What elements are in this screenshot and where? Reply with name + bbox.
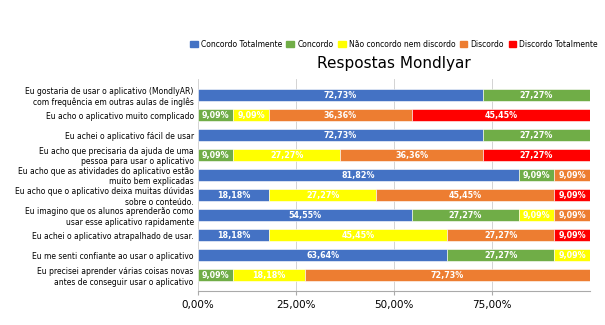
Bar (447, 249, 554, 261)
Text: 9,09%: 9,09% (523, 211, 551, 220)
Text: 27,27%: 27,27% (484, 251, 517, 260)
Bar (269, 189, 376, 201)
Text: 27,27%: 27,27% (306, 190, 339, 200)
Text: 36,36%: 36,36% (395, 150, 428, 160)
Text: 9,09%: 9,09% (237, 111, 265, 120)
Bar (483, 89, 590, 101)
Bar (341, 149, 483, 161)
Text: 72,73%: 72,73% (431, 271, 464, 280)
Bar (518, 209, 554, 221)
Text: 9,09%: 9,09% (558, 251, 586, 260)
Text: 45,45%: 45,45% (449, 190, 482, 200)
Text: 9,09%: 9,09% (202, 111, 229, 120)
Text: 27,27%: 27,27% (448, 211, 482, 220)
Text: 45,45%: 45,45% (484, 111, 517, 120)
Text: 81,82%: 81,82% (341, 171, 375, 180)
Text: 9,09%: 9,09% (202, 150, 229, 160)
Bar (198, 109, 234, 121)
Bar (483, 149, 590, 161)
Bar (198, 89, 483, 101)
Bar (376, 189, 554, 201)
Bar (305, 269, 590, 281)
Bar (554, 249, 590, 261)
Text: 72,73%: 72,73% (324, 131, 357, 139)
Bar (554, 229, 590, 241)
Bar (412, 209, 518, 221)
Text: 36,36%: 36,36% (324, 111, 357, 120)
Text: 27,27%: 27,27% (484, 231, 517, 240)
Text: 9,09%: 9,09% (523, 171, 551, 180)
Legend: Concordo Totalmente, Concordo, Não concordo nem discordo, Discordo, Discordo Tot: Concordo Totalmente, Concordo, Não conco… (187, 36, 601, 52)
Bar (269, 229, 447, 241)
Bar (198, 249, 447, 261)
Text: 72,73%: 72,73% (324, 91, 357, 99)
Bar (554, 209, 590, 221)
Bar (198, 169, 518, 181)
Bar (447, 229, 554, 241)
Text: 27,27%: 27,27% (520, 91, 553, 99)
Text: 9,09%: 9,09% (202, 271, 229, 280)
Bar (411, 109, 590, 121)
Text: 63,64%: 63,64% (306, 251, 339, 260)
Bar (198, 209, 412, 221)
Bar (483, 129, 590, 141)
Bar (234, 269, 305, 281)
Bar (198, 269, 234, 281)
Text: 18,18%: 18,18% (217, 231, 250, 240)
Text: 18,18%: 18,18% (252, 271, 286, 280)
Bar (554, 169, 590, 181)
Text: 27,27%: 27,27% (520, 131, 553, 139)
Text: 9,09%: 9,09% (558, 190, 586, 200)
Bar (269, 109, 411, 121)
Bar (234, 149, 341, 161)
Text: 27,27%: 27,27% (270, 150, 304, 160)
Text: 18,18%: 18,18% (217, 190, 250, 200)
Bar (198, 129, 483, 141)
Text: 27,27%: 27,27% (520, 150, 553, 160)
Title: Respostas Mondlyar: Respostas Mondlyar (317, 56, 471, 71)
Bar (518, 169, 554, 181)
Text: 9,09%: 9,09% (558, 211, 586, 220)
Bar (554, 189, 590, 201)
Bar (234, 109, 269, 121)
Text: 9,09%: 9,09% (558, 171, 586, 180)
Text: 54,55%: 54,55% (288, 211, 321, 220)
Bar (198, 189, 269, 201)
Bar (198, 149, 234, 161)
Text: 45,45%: 45,45% (342, 231, 374, 240)
Bar (198, 229, 269, 241)
Text: 9,09%: 9,09% (558, 231, 586, 240)
